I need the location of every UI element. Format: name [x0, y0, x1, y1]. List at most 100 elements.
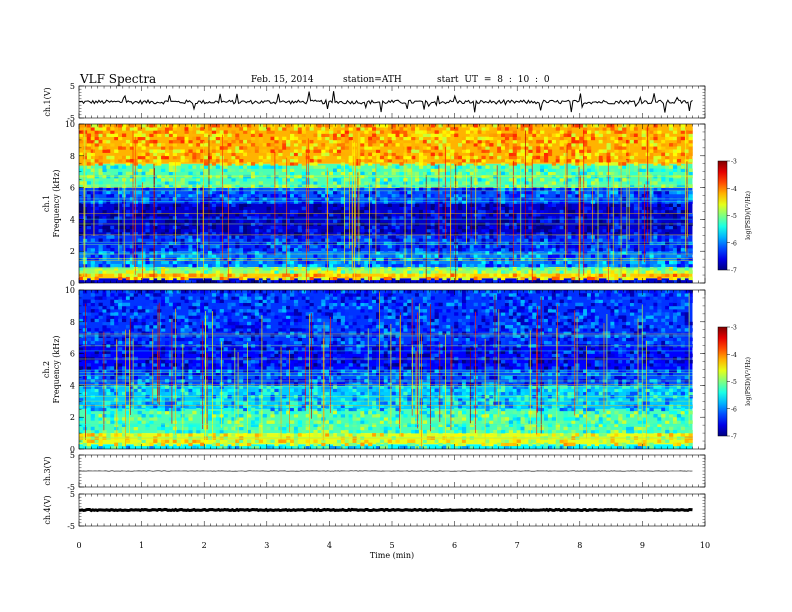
spectrogram-cell: [329, 273, 334, 277]
spectrogram-cell: [504, 181, 510, 185]
spectrogram-cell: [672, 158, 678, 163]
spectrogram-cell: [329, 251, 334, 255]
spectrogram-cell: [649, 139, 654, 144]
spectrogram-cell: [610, 228, 615, 233]
spectrogram-cell: [110, 213, 115, 217]
spectrogram-cell: [137, 168, 142, 172]
spectrogram-cell: [461, 155, 467, 160]
spectrogram-cell: [579, 276, 584, 281]
spectrogram-cell: [243, 244, 248, 249]
spectrogram-cell: [567, 124, 572, 128]
spectrogram-cell: [266, 178, 271, 182]
spectrogram-cell: [309, 165, 314, 169]
spectrogram-cell: [438, 146, 443, 150]
spectrogram-cell: [211, 232, 217, 236]
spectrogram-cell: [583, 165, 588, 169]
spectrogram-cell: [422, 130, 428, 134]
spectrogram-cell: [258, 149, 263, 153]
spectrogram-cell: [98, 190, 103, 195]
spectrogram-cell: [477, 213, 482, 217]
spectrogram-cell: [172, 130, 177, 134]
spectrogram-cell: [332, 260, 338, 265]
spectrogram-cell: [106, 136, 111, 141]
spectrogram-cell: [188, 184, 193, 188]
spectrogram-cell: [649, 232, 654, 236]
spectrogram-cell: [543, 200, 549, 204]
spectrogram-cell: [317, 219, 322, 223]
spectrogram-cell: [364, 187, 369, 192]
spectrogram-cell: [383, 152, 388, 157]
spectrogram-cell: [192, 222, 197, 227]
spectrogram-cell: [633, 168, 639, 172]
spectrogram-cell: [415, 219, 420, 223]
spectrogram-cell: [575, 193, 580, 198]
spectrogram-cell: [247, 143, 252, 147]
spectrogram-cell: [372, 257, 377, 262]
spectrogram-cell: [145, 193, 150, 198]
spectrogram-cell: [614, 216, 619, 220]
spectrogram-cell: [332, 267, 338, 271]
spectrogram-cell: [586, 232, 592, 236]
spectrogram-cell: [489, 213, 494, 217]
spectrogram-cell: [688, 133, 693, 138]
spectrogram-cell: [469, 279, 474, 283]
spectrogram-cell: [622, 178, 627, 182]
spectrogram-cell: [153, 225, 158, 230]
spectrogram-cell: [590, 136, 596, 141]
spectrogram-cell: [602, 127, 607, 131]
spectrogram-cell: [235, 158, 240, 163]
spectrogram-cell: [653, 263, 658, 268]
spectrogram-cell: [364, 206, 369, 211]
spectrogram-cell: [344, 203, 349, 207]
spectrogram-cell: [168, 257, 174, 262]
spectrogram-cell: [325, 273, 330, 277]
spectrogram-cell: [98, 130, 103, 134]
spectrogram-cell: [375, 168, 381, 172]
spectrogram-cell: [372, 225, 377, 230]
spectrogram-cell: [579, 263, 584, 268]
spectrogram-cell: [571, 232, 576, 236]
spectrogram-cell: [551, 178, 557, 182]
spectrogram-cell: [661, 254, 666, 258]
spectrogram-cell: [184, 158, 189, 163]
spectrogram-cell: [559, 178, 564, 182]
spectrogram-cell: [336, 136, 342, 141]
spectrogram-cell: [536, 263, 541, 268]
spectrogram-cell: [110, 165, 115, 169]
spectrogram-cell: [465, 190, 471, 195]
spectrogram-cell: [129, 235, 135, 239]
spectrogram-cell: [356, 251, 361, 255]
spectrogram-cell: [567, 146, 572, 150]
spectrogram-cell: [688, 213, 693, 217]
spectrogram-cell: [282, 168, 287, 172]
spectrogram-cell: [407, 143, 412, 147]
spectrogram-cell: [309, 124, 314, 128]
spectrogram-cell: [415, 162, 420, 166]
spectrogram-cell: [614, 225, 619, 230]
spectrogram-cell: [586, 158, 592, 163]
spectrogram-cell: [211, 219, 217, 223]
spectrogram-cell: [633, 257, 639, 262]
spectrogram-cell: [98, 222, 103, 227]
spectrogram-cell: [282, 241, 287, 246]
spectrogram-cell: [286, 276, 291, 281]
spectrogram-cell: [422, 273, 428, 277]
spectrogram-cell: [207, 267, 213, 271]
spectrogram-cell: [102, 127, 107, 131]
spectrogram-cell: [555, 158, 560, 163]
spectrogram-cell: [481, 254, 486, 258]
spectrogram-cell: [176, 241, 181, 246]
spectrogram-cell: [98, 133, 103, 138]
spectrogram-cell: [325, 152, 330, 157]
spectrogram-cell: [481, 146, 486, 150]
spectrogram-cell: [610, 270, 615, 274]
spectrogram-cell: [98, 232, 103, 236]
spectrogram-cell: [118, 158, 123, 163]
spectrogram-cell: [286, 165, 291, 169]
spectrogram-cell: [286, 187, 291, 192]
spectrogram-cell: [344, 165, 349, 169]
spectrogram-cell: [340, 260, 346, 265]
spectrogram-cell: [262, 143, 267, 147]
spectrogram-cell: [407, 279, 412, 283]
spectrogram-cell: [575, 152, 580, 157]
